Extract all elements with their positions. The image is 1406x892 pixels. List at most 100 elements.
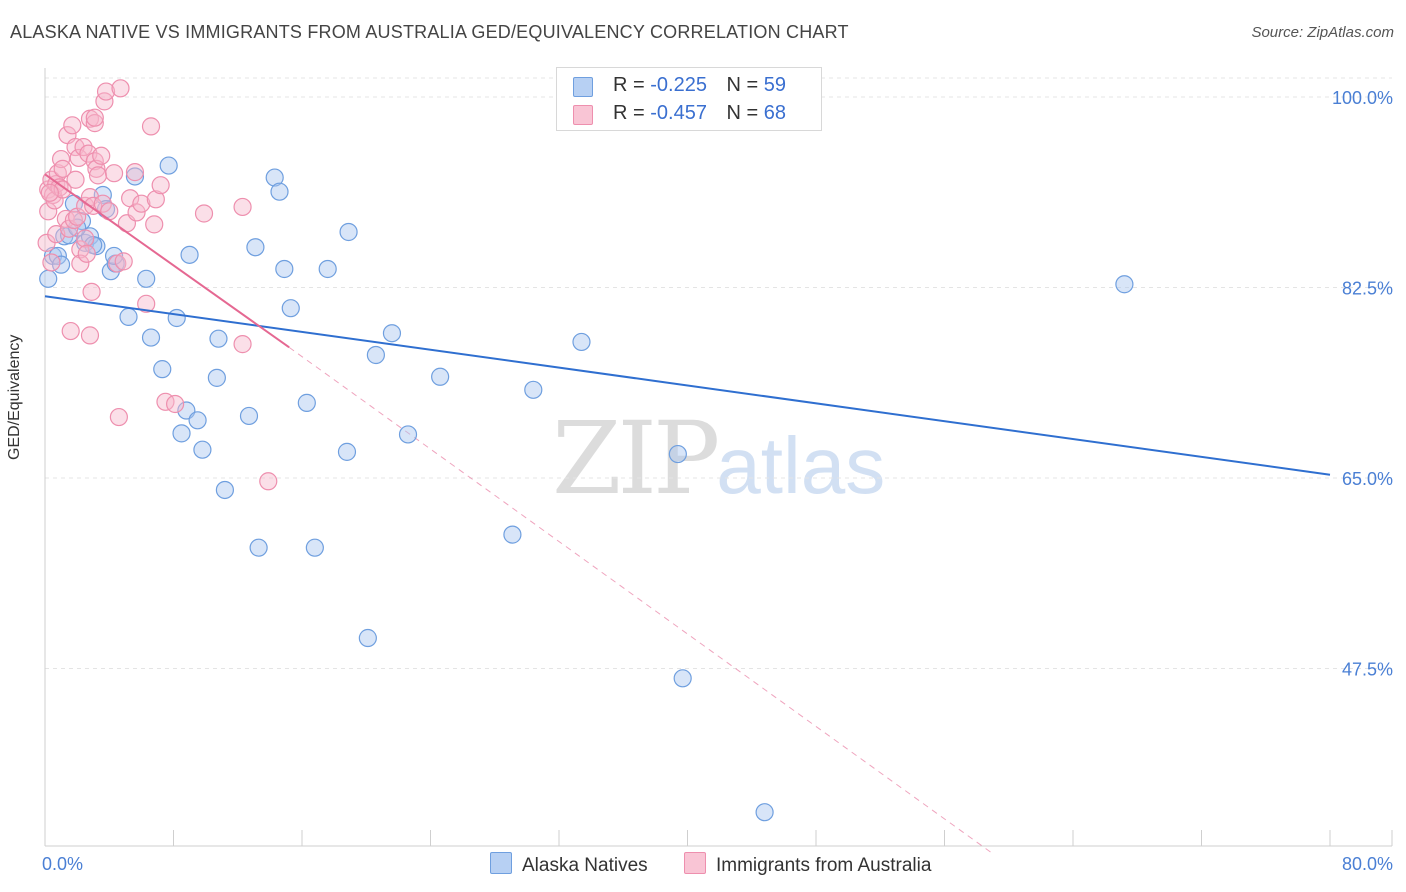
data-point-alaska — [172, 424, 191, 443]
data-point-australia — [66, 170, 85, 189]
data-point-australia — [39, 202, 58, 221]
data-point-alaska — [193, 440, 212, 459]
data-point-australia — [64, 210, 84, 230]
data-point-alaska — [673, 669, 692, 688]
data-point-alaska — [207, 368, 226, 387]
data-point-alaska — [239, 406, 259, 426]
data-point-alaska — [188, 411, 207, 430]
data-point-alaska — [119, 307, 138, 326]
data-point-australia — [53, 159, 72, 178]
data-point-alaska — [249, 538, 268, 557]
legend-r-value-australia: -0.457 — [650, 102, 707, 124]
legend-r-label: R = — [613, 74, 651, 96]
data-point-alaska — [668, 444, 687, 464]
pink-trend-extension — [288, 346, 993, 854]
data-point-alaska — [431, 367, 450, 386]
data-point-australia — [259, 472, 278, 491]
data-point-alaska — [209, 329, 228, 348]
data-point-alaska — [358, 628, 377, 648]
data-point-australia — [127, 203, 146, 222]
alaska-natives-points — [39, 75, 1134, 822]
data-point-australia — [166, 394, 185, 414]
data-point-alaska — [398, 425, 418, 444]
axes — [44, 68, 1393, 847]
data-point-australia — [50, 178, 69, 197]
legend-swatch-pink — [573, 105, 593, 125]
data-point-alaska — [275, 259, 294, 279]
legend-row-australia: R = -0.457 N = 68 — [573, 102, 787, 125]
legend-n-value-alaska: 59 — [763, 74, 787, 96]
data-point-alaska — [215, 480, 234, 500]
trend-line-alaska — [44, 295, 1331, 476]
legend-r-label: R = — [613, 102, 651, 124]
data-point-australia — [85, 108, 104, 127]
data-point-australia — [104, 164, 124, 183]
data-point-australia — [146, 190, 165, 209]
data-point-australia — [233, 197, 252, 217]
data-point-australia — [233, 335, 252, 354]
bottom-legend-label-australia: Immigrants from Australia — [716, 855, 932, 876]
data-point-australia — [63, 116, 82, 135]
data-point-alaska — [270, 182, 289, 201]
bottom-legend-australia[interactable]: Immigrants from Australia — [684, 852, 931, 877]
bottom-legend-alaska[interactable]: Alaska Natives — [490, 852, 648, 877]
data-point-alaska — [180, 245, 199, 264]
legend-row-alaska: R = -0.225 N = 59 — [573, 74, 787, 97]
x-tick-label: 80.0% — [1342, 854, 1393, 874]
data-point-alaska — [524, 380, 543, 399]
y-tick-label: 100.0% — [1332, 88, 1393, 108]
immigrants-australia-points — [37, 79, 278, 491]
data-point-australia — [61, 321, 80, 341]
data-point-australia — [194, 204, 214, 223]
data-point-alaska — [755, 803, 774, 822]
x-tick-labels: 0.0% 80.0% — [42, 854, 1393, 874]
data-point-australia — [96, 82, 116, 101]
data-point-alaska — [382, 324, 402, 343]
data-point-alaska — [159, 156, 178, 175]
legend-n-value-australia: 68 — [763, 102, 787, 124]
data-point-alaska — [39, 269, 58, 288]
chart-title: ALASKA NATIVE VS IMMIGRANTS FROM AUSTRAL… — [10, 22, 849, 42]
y-tick-label: 82.5% — [1342, 279, 1393, 299]
data-point-australia — [137, 294, 156, 313]
data-point-australia — [85, 114, 104, 133]
gridlines — [45, 77, 1392, 669]
data-point-alaska — [281, 299, 300, 318]
data-point-alaska — [297, 393, 316, 412]
data-point-australia — [88, 166, 108, 185]
data-point-alaska — [1115, 275, 1134, 294]
data-point-australia — [42, 253, 61, 272]
watermark-atlas: atlas — [716, 421, 886, 510]
data-point-alaska — [572, 332, 591, 352]
y-tick-labels: 100.0% 82.5% 65.0% 47.5% — [1332, 88, 1393, 680]
watermark-zip: ZIP — [552, 400, 720, 517]
data-point-alaska — [125, 167, 145, 186]
data-point-australia — [109, 407, 128, 427]
data-point-australia — [93, 194, 112, 213]
data-point-alaska — [246, 238, 265, 257]
data-point-australia — [77, 244, 96, 263]
y-tick-label: 47.5% — [1342, 660, 1393, 680]
legend-r-value-alaska: -0.225 — [650, 74, 707, 96]
legend-swatch-blue — [573, 77, 593, 97]
data-point-australia — [80, 326, 100, 345]
data-point-alaska — [137, 269, 156, 288]
trend-line-australia — [44, 173, 290, 349]
legend-n-label: N = — [726, 102, 764, 124]
data-point-alaska — [265, 168, 284, 187]
bottom-legend-swatch-blue — [490, 852, 512, 874]
legend-n-label: N = — [726, 74, 764, 96]
data-point-australia — [125, 163, 145, 182]
y-tick-label: 65.0% — [1342, 469, 1393, 489]
data-point-alaska — [318, 259, 337, 279]
data-point-australia — [141, 117, 161, 136]
data-point-australia — [92, 146, 111, 165]
data-point-alaska — [366, 345, 385, 365]
data-point-alaska — [337, 442, 357, 461]
bottom-legend-swatch-pink — [684, 852, 706, 874]
data-point-alaska — [503, 525, 522, 544]
data-point-australia — [151, 176, 170, 195]
data-point-australia — [132, 194, 151, 213]
watermark: ZIPatlas — [552, 400, 885, 517]
